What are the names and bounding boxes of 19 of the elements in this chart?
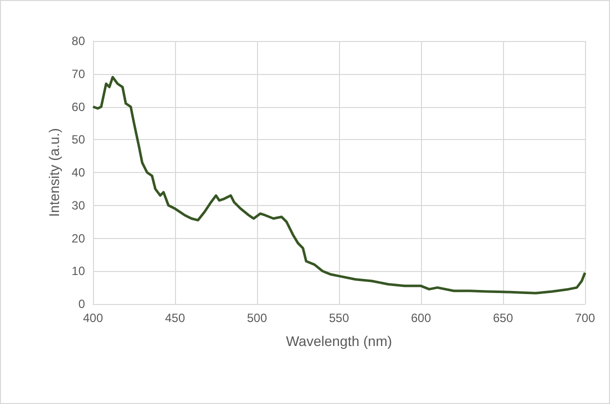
x-tick-label: 550	[328, 311, 350, 325]
y-axis-title: Intensity (a.u.)	[46, 128, 62, 217]
x-tick-label: 650	[492, 311, 514, 325]
y-tick-label: 20	[72, 231, 86, 246]
x-tick-label: 700	[574, 311, 596, 325]
y-tick-label: 60	[72, 100, 86, 114]
y-tick-label: 30	[72, 198, 86, 212]
x-tick-label: 600	[410, 311, 432, 325]
y-tick-label: 40	[72, 166, 86, 180]
x-tick-label: 450	[164, 311, 186, 325]
y-tick-label: 50	[72, 132, 86, 147]
y-tick-label: 70	[72, 66, 86, 81]
y-tick-label: 80	[72, 34, 86, 48]
x-tick-label: 400	[82, 311, 104, 325]
x-axis-title: Wavelength (nm)	[286, 333, 392, 349]
y-tick-label: 0	[78, 297, 86, 311]
line-series	[92, 76, 586, 294]
y-tick-label: 10	[72, 264, 86, 278]
x-tick-label: 500	[246, 311, 268, 325]
